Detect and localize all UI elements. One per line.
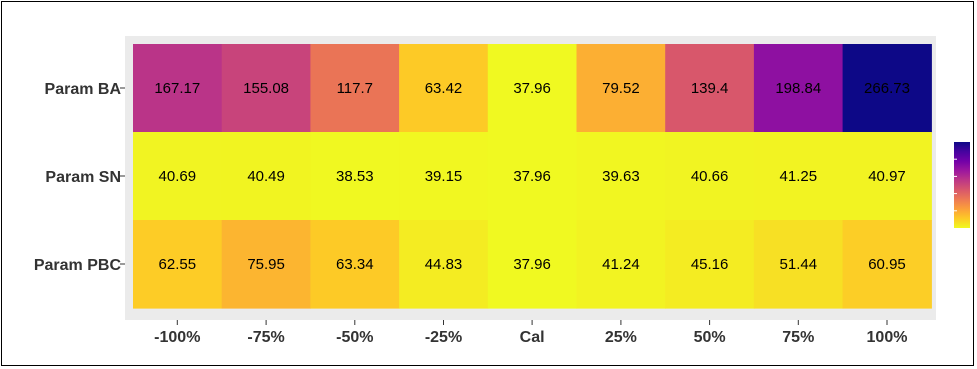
heatmap-cell [310, 44, 400, 133]
colorbar [954, 142, 970, 228]
cell-value-label: 60.95 [868, 256, 906, 273]
column-label: -25% [425, 329, 462, 346]
cell-value-labels: 167.17 155.08 117.7 63.42 37.96 79.52 139.4 198… [154, 80, 910, 273]
colorbar-legend [954, 142, 970, 228]
cell-value-label: 45.16 [691, 256, 729, 273]
heatmap-cell [576, 132, 666, 221]
cell-value-label: 79.52 [602, 80, 640, 97]
column-label: 50% [694, 329, 726, 346]
cell-value-label: 167.17 [154, 80, 200, 97]
heatmap-cells [133, 44, 932, 309]
cell-value-label: 44.83 [425, 256, 463, 273]
cell-value-label: 75.95 [247, 256, 285, 273]
heatmap-cell [487, 132, 578, 221]
heatmap-cell [665, 220, 755, 309]
cell-value-label: 139.4 [691, 80, 729, 97]
cell-value-label: 40.69 [159, 168, 197, 185]
cell-value-label: 63.34 [336, 256, 374, 273]
heatmap-cell [221, 220, 311, 309]
heatmap-cell [665, 44, 755, 133]
column-label: Cal [520, 329, 545, 346]
heatmap-cell [753, 220, 844, 309]
heatmap-cell [310, 132, 400, 221]
cell-value-label: 266.73 [864, 80, 910, 97]
cell-value-label: 39.15 [425, 168, 463, 185]
cell-value-label: 117.7 [337, 80, 373, 97]
heatmap-cell [487, 44, 578, 133]
cell-value-label: 40.49 [247, 168, 285, 185]
row-labels: Param BA Param SN Param PBC [34, 81, 125, 274]
cell-value-label: 62.55 [159, 256, 197, 273]
cell-value-label: 155.08 [243, 80, 289, 97]
cell-value-label: 38.53 [336, 168, 374, 185]
heatmap-cell [842, 220, 932, 309]
heatmap-cell [487, 220, 578, 309]
cell-value-label: 40.97 [868, 168, 906, 185]
heatmap-cell [665, 132, 755, 221]
heatmap-cell [576, 44, 666, 133]
heatmap-cell [576, 220, 666, 309]
heatmap-cell [133, 220, 223, 309]
heatmap-cell [221, 44, 311, 133]
cell-value-label: 39.63 [602, 168, 640, 185]
column-label: -50% [336, 329, 373, 346]
heatmap-cell [133, 132, 223, 221]
column-label: 25% [605, 329, 637, 346]
cell-value-label: 37.96 [513, 168, 551, 185]
heatmap-cell [753, 132, 844, 221]
cell-value-label: 41.25 [780, 168, 818, 185]
heatmap-cell [753, 44, 844, 133]
column-label: -100% [154, 329, 200, 346]
cell-value-label: 41.24 [602, 256, 640, 273]
heatmap-cell [842, 132, 932, 221]
row-label: Param BA [45, 81, 122, 98]
cell-value-label: 40.66 [691, 168, 729, 185]
column-label: 75% [782, 329, 814, 346]
cell-value-label: 63.42 [425, 80, 463, 97]
row-label: Param PBC [34, 257, 122, 274]
cell-value-label: 37.96 [513, 256, 551, 273]
column-label: -75% [247, 329, 284, 346]
cell-value-label: 37.96 [513, 80, 551, 97]
cell-value-label: 51.44 [780, 256, 818, 273]
heatmap-cell [221, 132, 311, 221]
heatmap-cell [310, 220, 400, 309]
cell-value-label: 198.84 [775, 80, 821, 97]
column-labels: -100% -75% -50% -25% Cal 25% 50% 75% 100% [154, 320, 907, 346]
column-label: 100% [867, 329, 908, 346]
heatmap-cell [133, 44, 223, 133]
heatmap-cell [399, 132, 489, 221]
heatmap-cell [399, 220, 489, 309]
row-label: Param SN [45, 169, 121, 186]
heatmap-cell [842, 44, 932, 133]
heatmap-cell [399, 44, 489, 133]
